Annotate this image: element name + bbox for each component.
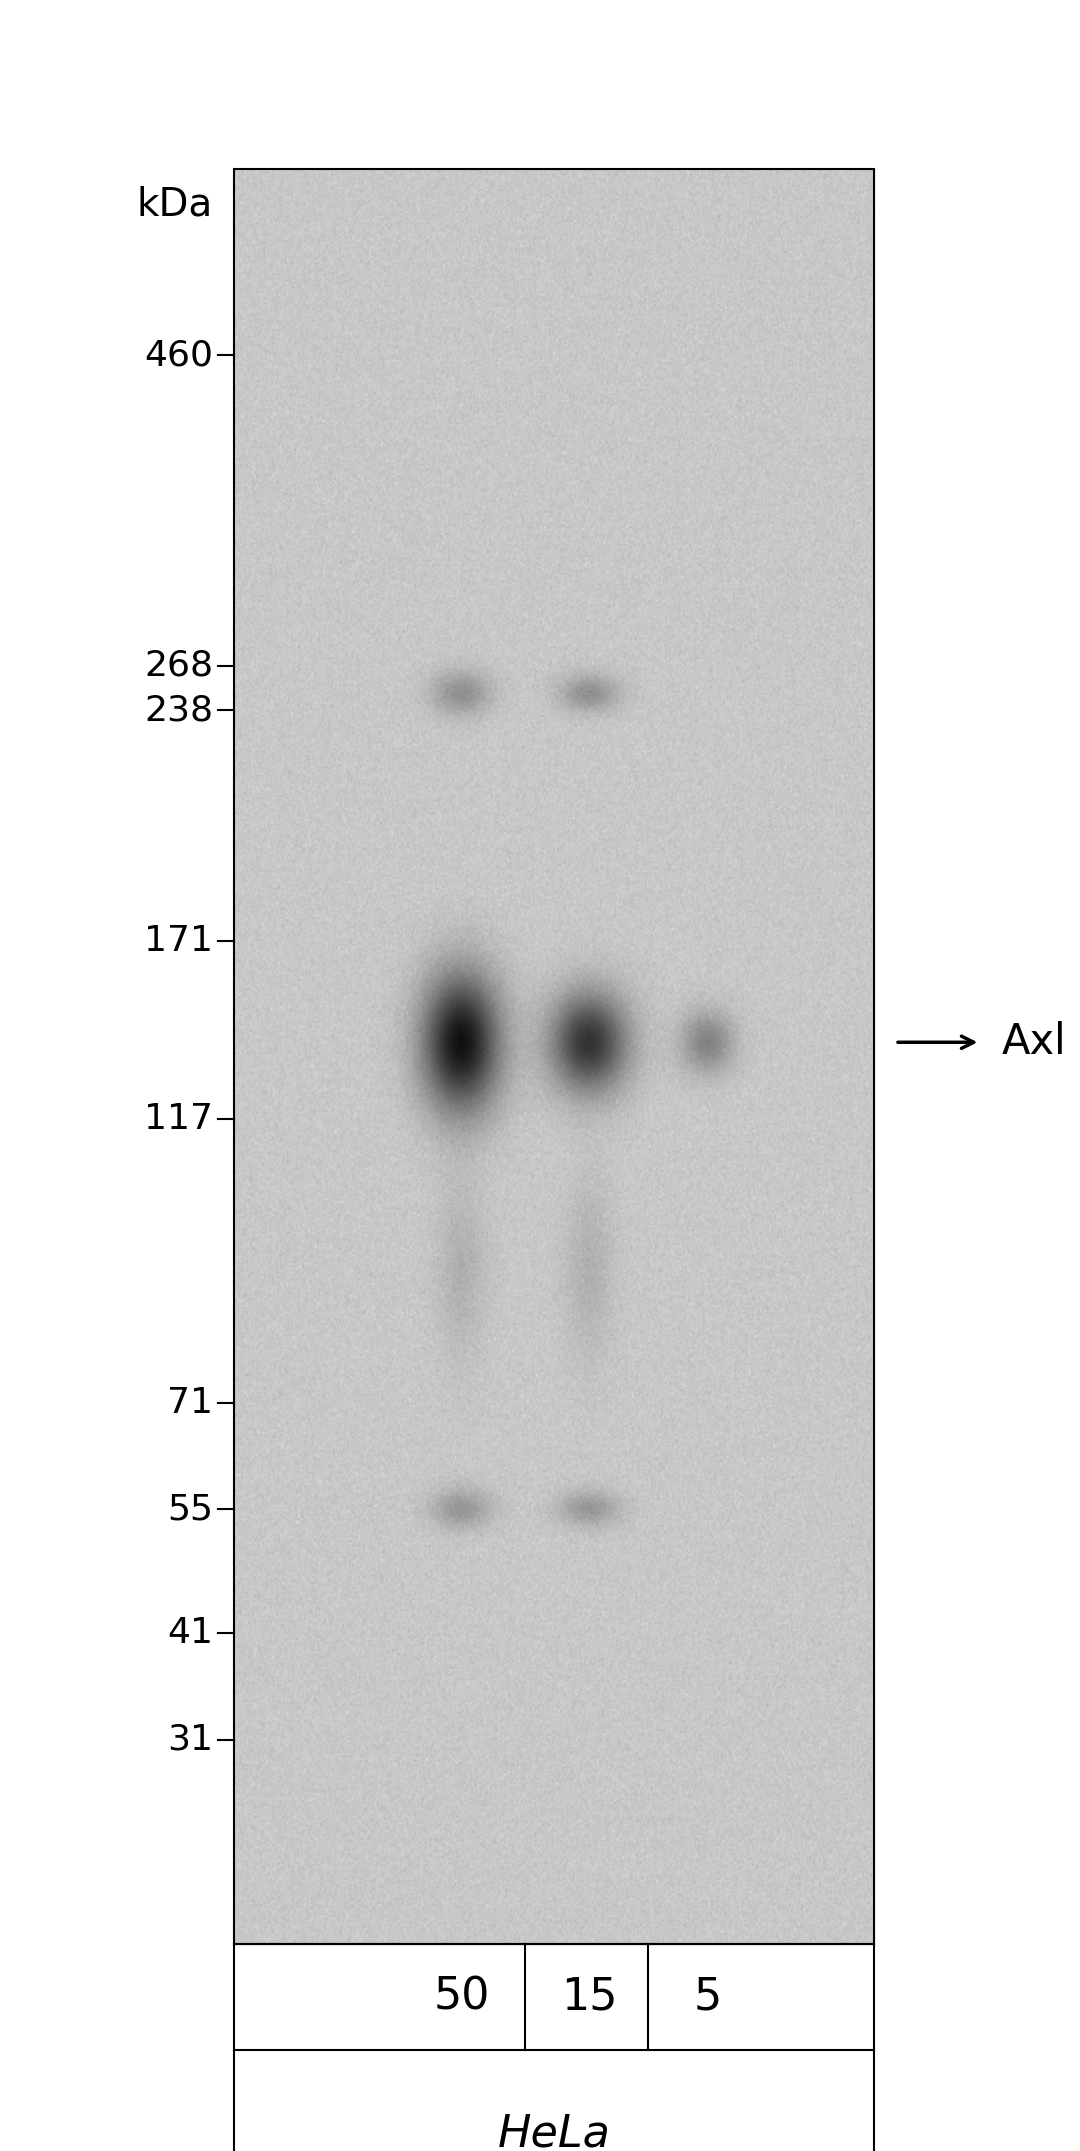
Bar xyxy=(234,170,874,1945)
Text: 5: 5 xyxy=(693,1975,721,2018)
Text: 50: 50 xyxy=(433,1975,489,2018)
Text: 71: 71 xyxy=(167,1385,213,1420)
Text: 268: 268 xyxy=(144,650,213,684)
Text: 15: 15 xyxy=(561,1975,618,2018)
Text: 31: 31 xyxy=(167,1723,213,1757)
Text: 55: 55 xyxy=(167,1493,213,1525)
Text: 41: 41 xyxy=(167,1615,213,1650)
Text: 460: 460 xyxy=(144,338,213,372)
Text: 171: 171 xyxy=(144,925,213,957)
Bar xyxy=(234,170,874,1945)
Text: kDa: kDa xyxy=(137,185,213,224)
Text: 238: 238 xyxy=(144,693,213,727)
Text: 117: 117 xyxy=(144,1101,213,1136)
Text: Axl: Axl xyxy=(1001,1022,1066,1063)
Text: HeLa: HeLa xyxy=(498,2112,610,2151)
